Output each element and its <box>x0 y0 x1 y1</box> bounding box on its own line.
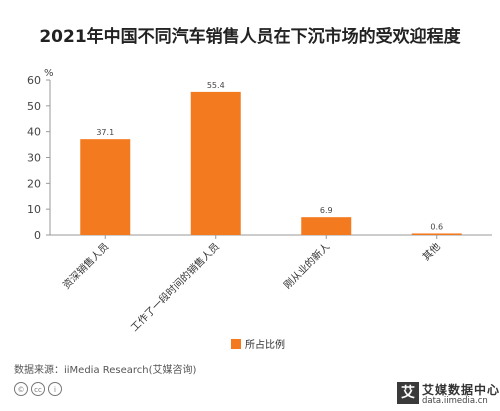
y-axis-unit: % <box>44 68 54 79</box>
y-tick-label: 10 <box>27 203 41 216</box>
y-tick-label: 60 <box>27 74 41 87</box>
x-tick-label: 其他 <box>420 240 443 263</box>
y-tick-label: 50 <box>27 100 41 113</box>
y-tick-label: 20 <box>27 177 41 190</box>
bar <box>301 217 352 235</box>
bar-value-label: 0.6 <box>430 222 443 231</box>
bar-chart: 0 10 20 30 40 50 60% 37.1 资深销售人员 55.4 工作了一段时间的销售人员… <box>27 68 492 351</box>
y-tick-label: 30 <box>27 152 41 165</box>
x-tick-label: 工作了一段时间的销售人员 <box>128 240 222 334</box>
legend-swatch <box>231 339 241 349</box>
bar-value-label: 37.1 <box>96 128 114 137</box>
brand-mark-icon: 艾 <box>397 382 419 404</box>
x-tick-label: 资深销售人员 <box>60 240 112 292</box>
x-tick-label: 刚从业的新人 <box>281 240 333 292</box>
brand-logo: 艾 艾媒数据中心 data.iimedia.cn <box>397 380 500 408</box>
bar <box>80 139 131 235</box>
brand-url: data.iimedia.cn <box>422 396 488 406</box>
chart-title: 2021年中国不同汽车销售人员在下沉市场的受欢迎程度 <box>39 27 461 47</box>
license-icons: © cc i <box>14 382 62 396</box>
y-tick-label: 0 <box>34 229 41 242</box>
bar-value-label: 6.9 <box>320 206 333 215</box>
source-text: 数据来源：iiMedia Research(艾媒咨询) <box>14 365 197 376</box>
attribution-icon: i <box>48 382 62 396</box>
bar-value-label: 55.4 <box>207 81 225 90</box>
creative-commons-icon: cc <box>31 382 45 396</box>
brand-name: 艾媒数据中心 <box>422 383 500 397</box>
legend-label: 所占比例 <box>245 338 285 351</box>
bar <box>190 91 241 235</box>
y-tick-label: 40 <box>27 126 41 139</box>
bar <box>411 233 462 235</box>
copyright-icon: © <box>14 382 28 396</box>
